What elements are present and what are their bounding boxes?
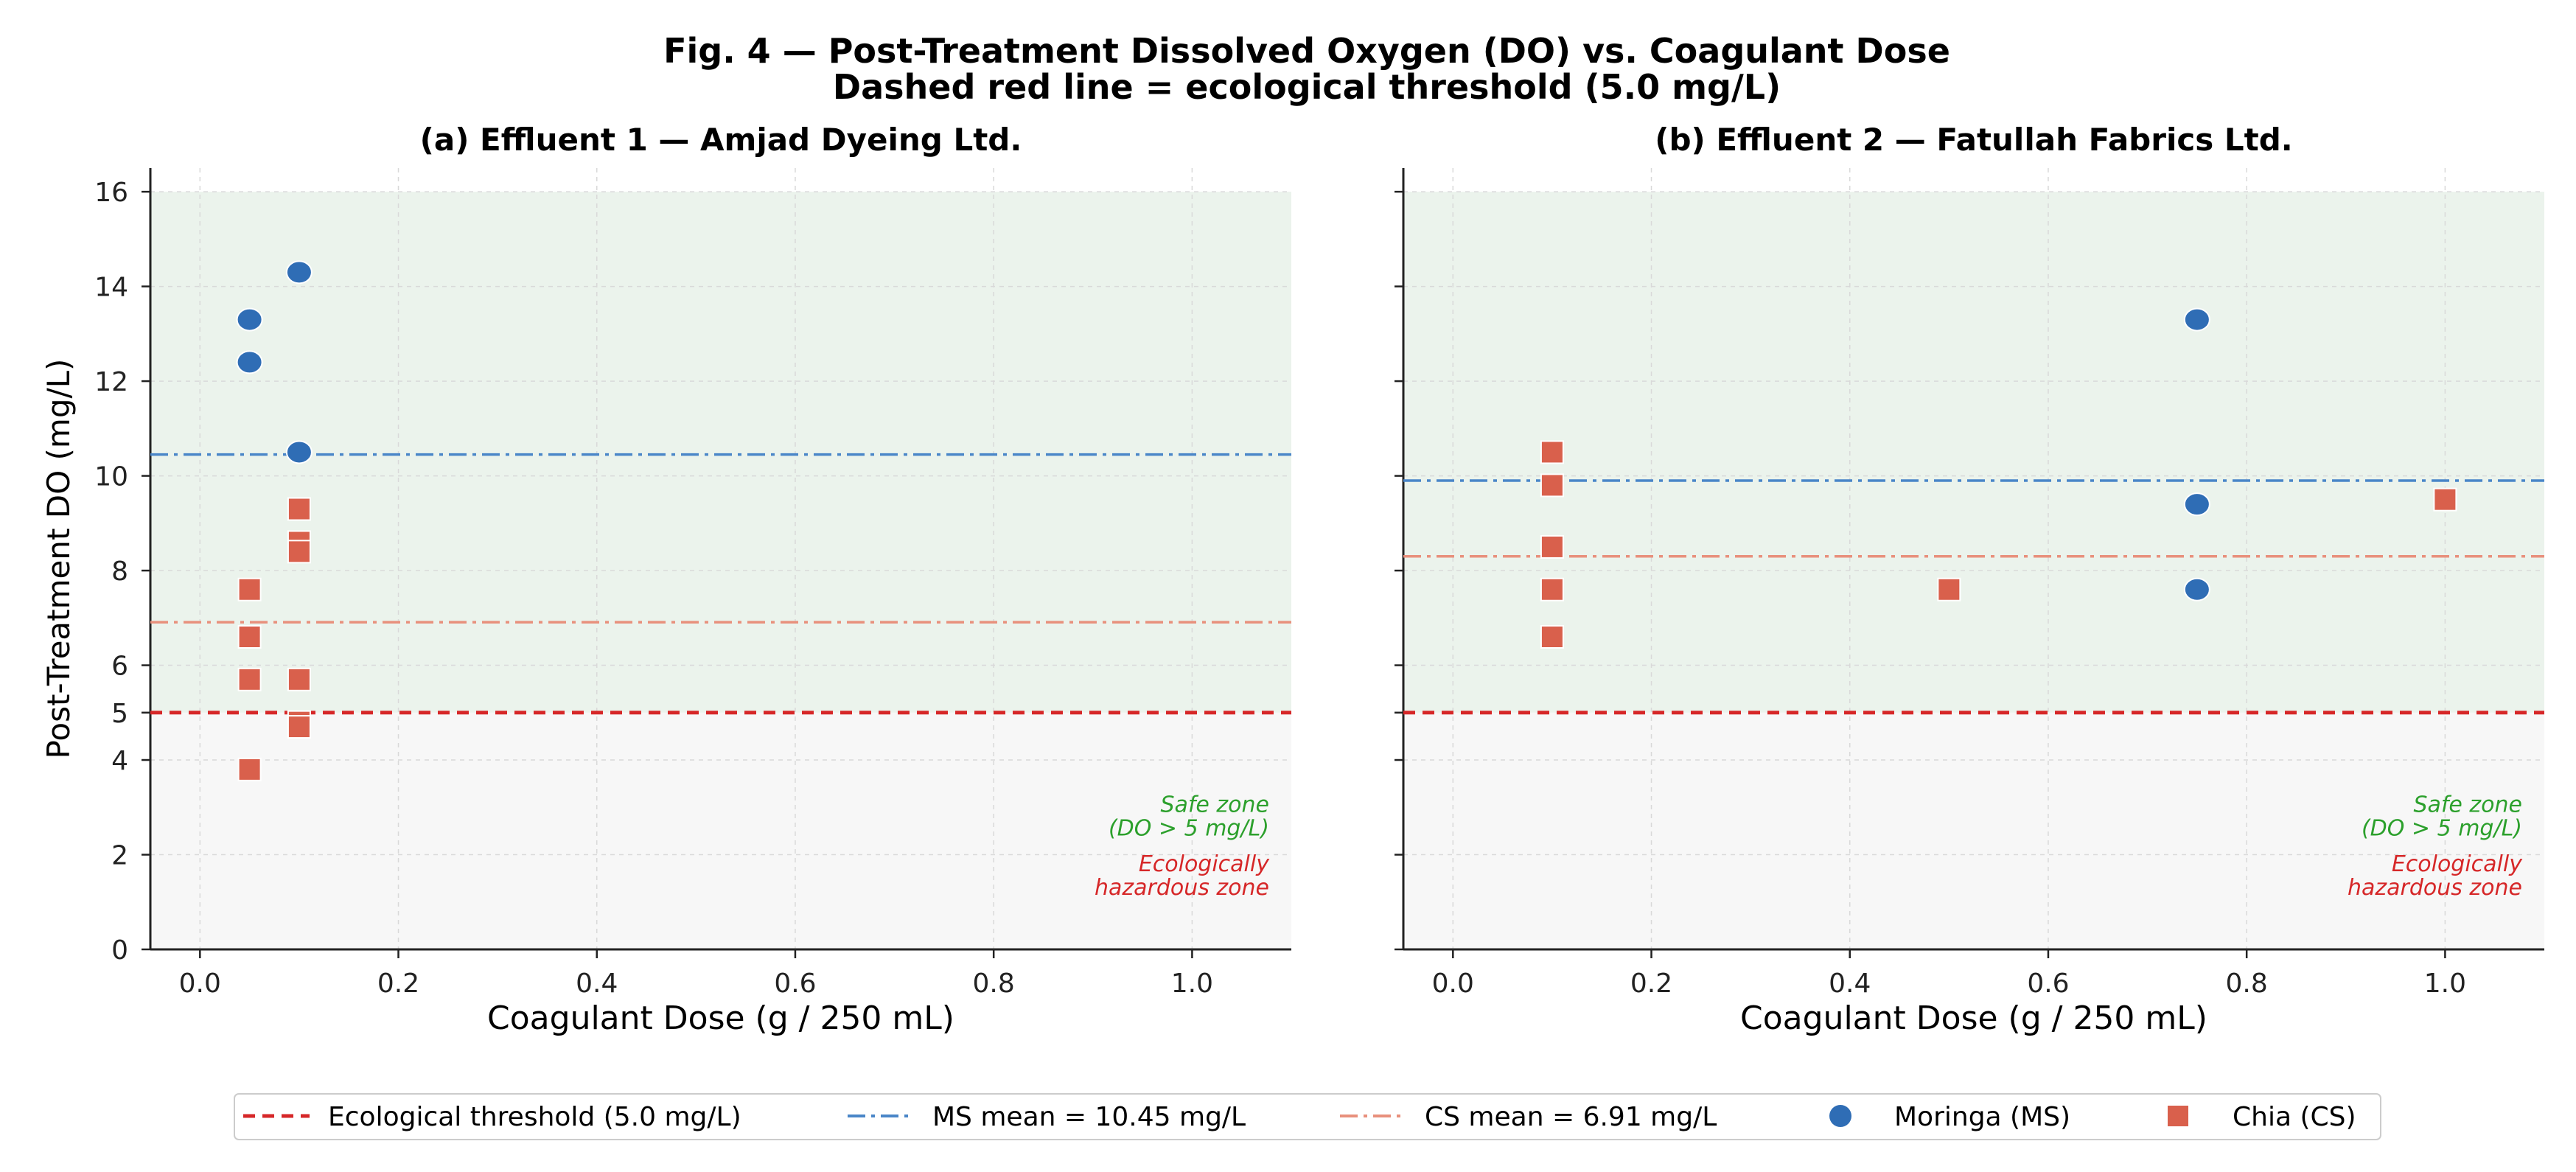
figure-title-line2: Dashed red line = ecological threshold (…	[833, 67, 1781, 107]
cs-point	[1540, 473, 1564, 498]
ms-point	[285, 260, 313, 285]
legend: Ecological threshold (5.0 mg/L) MS mean …	[234, 1093, 2381, 1140]
x-tick-label: 1.0	[2424, 969, 2466, 999]
cs-point	[237, 625, 262, 649]
legend-cs-marker	[2168, 1106, 2188, 1126]
cs-point	[287, 667, 311, 691]
ms-point	[236, 350, 263, 374]
cs-point	[1540, 625, 1564, 649]
y-tick-label: 12	[94, 367, 128, 397]
cs-point	[2433, 487, 2457, 512]
cs-point	[1540, 534, 1564, 559]
x-axis-label: Coagulant Dose (g / 250 mL)	[487, 1000, 954, 1037]
safe-zone-label-line2: (DO > 5 mg/L)	[1109, 816, 1269, 842]
hazard-zone-label-line2: hazardous zone	[2348, 875, 2522, 901]
panel-title: (b) Effluent 2 — Fatullah Fabrics Ltd.	[1655, 122, 2292, 158]
x-tick-label: 0.8	[2226, 969, 2268, 999]
cs-point	[237, 667, 262, 691]
ms-point	[236, 307, 263, 332]
cs-point	[287, 540, 311, 564]
legend-ms-marker	[1829, 1105, 1851, 1127]
hazard-zone-label-line2: hazardous zone	[1095, 875, 1269, 901]
hazard-zone-label-line1: Ecologically	[1139, 851, 1270, 877]
y-tick-label: 10	[94, 462, 128, 492]
y-tick-label: 6	[111, 652, 128, 682]
x-tick-label: 0.0	[179, 969, 221, 999]
y-tick-label: 16	[94, 178, 128, 208]
cs-point	[1540, 577, 1564, 601]
cs-point	[237, 577, 262, 601]
y-tick-label: 14	[94, 273, 128, 303]
cs-point	[237, 757, 262, 781]
y-tick-label: 4	[111, 746, 128, 776]
cs-point	[1540, 440, 1564, 464]
y-tick-label: 0	[111, 935, 128, 966]
x-tick-label: 0.0	[1432, 969, 1474, 999]
legend-cs-label: Chia (CS)	[2233, 1102, 2356, 1132]
legend-frame	[234, 1093, 2381, 1140]
x-tick-label: 1.0	[1171, 969, 1213, 999]
y-axis-label: Post-Treatment DO (mg/L)	[41, 359, 77, 759]
x-axis-label: Coagulant Dose (g / 250 mL)	[1740, 1000, 2207, 1037]
legend-ms-label: Moringa (MS)	[1894, 1102, 2070, 1132]
x-tick-label: 0.4	[576, 969, 618, 999]
legend-threshold-label: Ecological threshold (5.0 mg/L)	[328, 1102, 741, 1132]
y-tick-label: 2	[111, 841, 128, 871]
x-tick-label: 0.6	[2027, 969, 2069, 999]
ms-point	[2183, 307, 2210, 332]
y-tick-label: 8	[111, 557, 128, 587]
x-tick-label: 0.8	[973, 969, 1015, 999]
ms-point	[285, 440, 313, 464]
cs-point	[287, 715, 311, 739]
cs-point	[1937, 577, 1961, 601]
hazard-zone-label-line1: Ecologically	[2392, 851, 2523, 877]
safe-zone-label-line2: (DO > 5 mg/L)	[2362, 816, 2522, 842]
x-tick-label: 0.6	[774, 969, 816, 999]
x-tick-label: 0.2	[377, 969, 419, 999]
ms-point	[2183, 577, 2210, 601]
panel-title: (a) Effluent 1 — Amjad Dyeing Ltd.	[420, 122, 1022, 158]
y-tick-label: 5	[111, 699, 128, 729]
legend-cs-mean-label: CS mean = 6.91 mg/L	[1425, 1102, 1717, 1132]
safe-zone	[1403, 192, 2544, 713]
panel-b: 0.0 0.2 0.4 0.6 0.8 1.0 Safe zone(DO > 5 mg/L)…	[1395, 122, 2544, 1037]
hazard-zone	[1403, 712, 2544, 949]
x-tick-label: 0.4	[1829, 969, 1871, 999]
cs-point	[287, 497, 311, 521]
safe-zone	[150, 192, 1291, 713]
safe-zone-label-line1: Safe zone	[1160, 792, 1269, 818]
legend-ms-mean-label: MS mean = 10.45 mg/L	[932, 1102, 1246, 1132]
ms-point	[2183, 492, 2210, 517]
panel-a: 0 2 4 5 6 8 10 12 14 16 0.0 0.2 0.4 0.6 0.8 1.0 Safe zon…	[41, 122, 1291, 1037]
safe-zone-label-line1: Safe zone	[2413, 792, 2522, 818]
hazard-zone	[150, 712, 1291, 949]
figure-title-line1: Fig. 4 — Post-Treatment Dissolved Oxygen…	[663, 31, 1950, 71]
x-tick-label: 0.2	[1630, 969, 1672, 999]
